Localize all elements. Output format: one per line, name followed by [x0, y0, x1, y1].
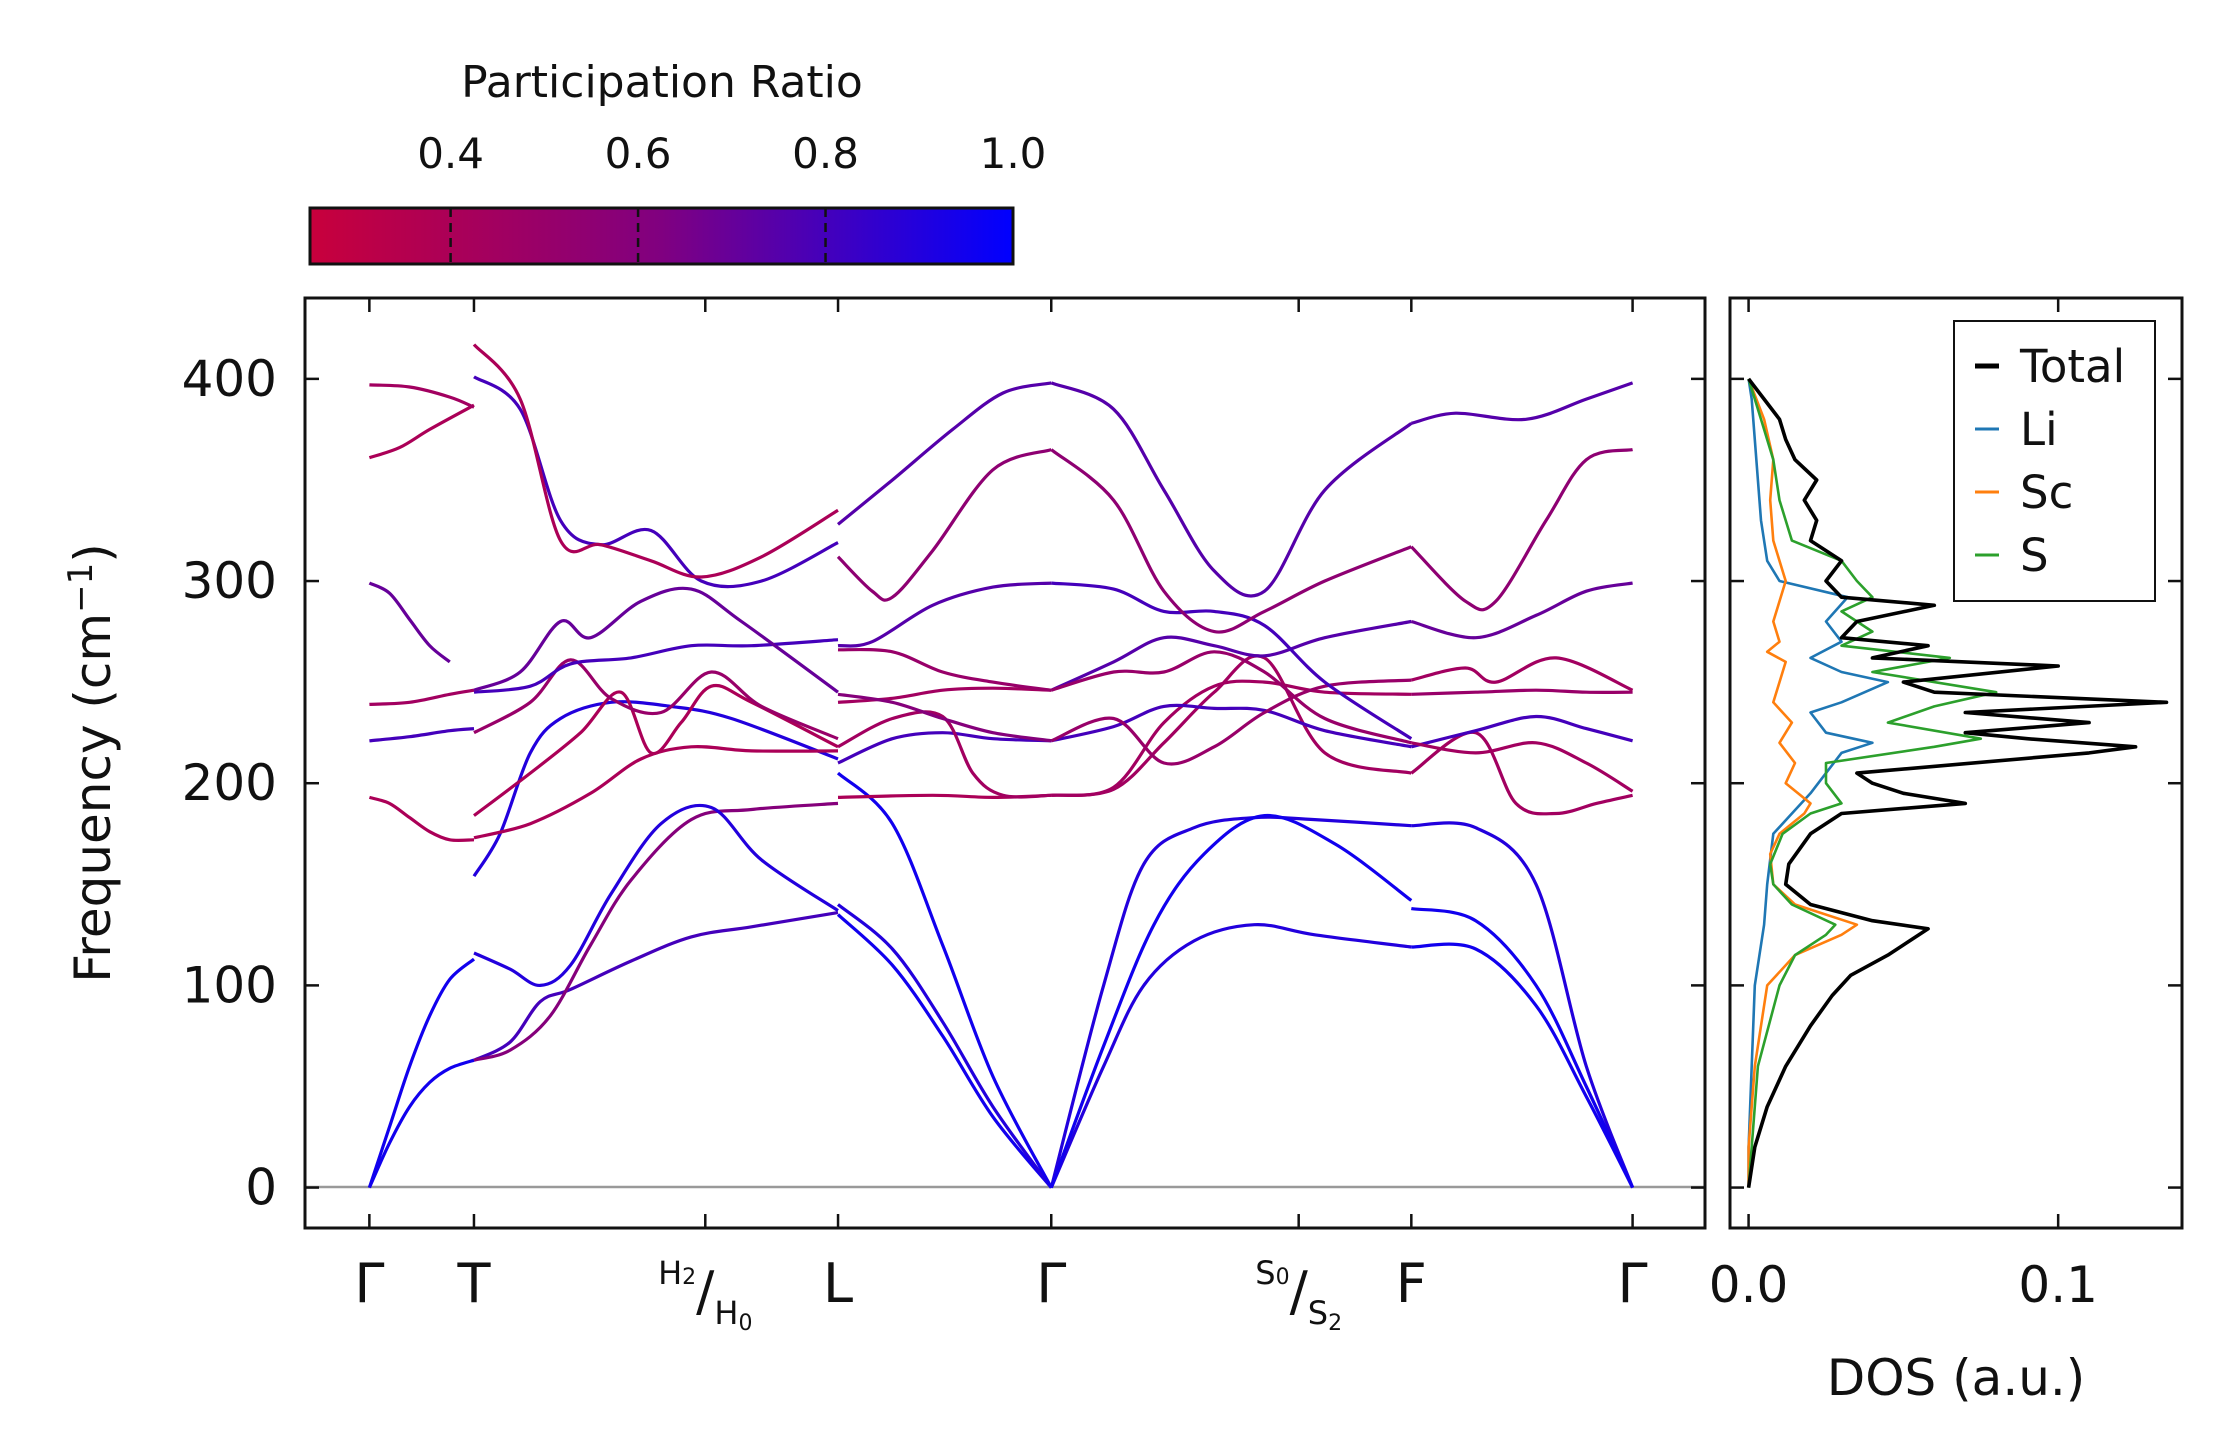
- colorbar-tick-label: 0.6: [605, 129, 672, 178]
- phonon-branch: [1410, 714, 1634, 749]
- phonon-branch: [1411, 942, 1635, 1189]
- dos-line-s: [1747, 378, 1998, 1188]
- phonon-branch: [1411, 907, 1635, 1189]
- phonon-branch: [473, 638, 839, 694]
- y-axis-label: Frequency (cm−1): [61, 543, 122, 983]
- phonon-branch: [472, 700, 839, 878]
- dos-x-tick-label: 0.0: [1709, 1256, 1789, 1314]
- k-point-label: Γ: [1618, 1252, 1648, 1315]
- colorbar: Participation Ratio 0.4 0.6 0.8 1.0: [308, 57, 1046, 266]
- phonon-branch: [368, 403, 475, 460]
- phonon-branch: [1050, 619, 1412, 692]
- phonon-branch: [837, 731, 1052, 765]
- phonon-branch: [836, 903, 1053, 1189]
- y-tick-label: 300: [182, 552, 277, 610]
- kpoint-ticks: Γ T H2/H0 L Γ S0/S2 F Γ: [354, 298, 1648, 1336]
- phonon-branch: [1410, 656, 1634, 692]
- colorbar-ticks: 0.4 0.6 0.8 1.0: [417, 129, 1046, 264]
- phonon-branch: [473, 683, 839, 817]
- colorbar-tick-label: 0.8: [792, 129, 859, 178]
- k-point-label: F: [1396, 1252, 1427, 1315]
- y-tick-label: 100: [182, 956, 277, 1014]
- dos-line-total: [1746, 377, 2169, 1188]
- phonon-branch: [1050, 703, 1412, 749]
- phonon-branches: [367, 343, 1635, 1189]
- phonon-branch: [1410, 581, 1633, 640]
- phonon-branch: [473, 803, 839, 987]
- phonon-branch: [1051, 654, 1412, 797]
- phonon-branch: [1411, 741, 1634, 793]
- phonon-branch: [1050, 381, 1413, 598]
- phonon-branch: [472, 343, 839, 579]
- dos-frame: [1728, 296, 2184, 1230]
- phonon-branch: [473, 375, 839, 589]
- phonon-branch: [367, 1058, 475, 1189]
- phonon-branch: [837, 710, 1052, 799]
- dos-axes: 0.0 0.1 DOS (a.u.) Total Li Sc S: [1709, 296, 2184, 1407]
- band-frame: [303, 296, 1707, 1230]
- dos-ticks: 0.0 0.1: [1709, 298, 2182, 1314]
- k-point-label: L: [823, 1252, 853, 1315]
- phonon-branch: [473, 586, 839, 694]
- phonon-branch: [1410, 381, 1634, 425]
- dos-line-li: [1747, 378, 1890, 1188]
- legend-label-sc: Sc: [2020, 466, 2073, 519]
- colorbar-tick-label: 0.4: [417, 129, 484, 178]
- y-tick-label: 400: [182, 350, 277, 408]
- phonon-branch: [369, 727, 475, 743]
- band-structure-axes: Γ T H2/H0 L Γ S0/S2 F Γ 0 100 200 300 400 Frequency…: [61, 296, 1707, 1336]
- phonon-branch: [836, 913, 1053, 1189]
- phonon-branch: [369, 688, 475, 706]
- phonon-branch: [837, 581, 1052, 648]
- k-point-label: T: [456, 1252, 491, 1315]
- y-tick-label: 0: [245, 1159, 277, 1217]
- phonon-branch: [1049, 923, 1412, 1189]
- phonon-branch: [837, 686, 1052, 704]
- legend-label-total: Total: [2019, 340, 2125, 393]
- legend: Total Li Sc S: [1953, 320, 2156, 602]
- phonon-branch: [1051, 679, 1412, 798]
- phonon-branch: [368, 581, 451, 664]
- dos-x-tick-label: 0.1: [2018, 1256, 2098, 1314]
- phonon-branch: [1049, 815, 1412, 1188]
- phonon-branch: [473, 658, 839, 741]
- colorbar-title: Participation Ratio: [461, 57, 863, 108]
- phonon-branch: [837, 647, 1052, 692]
- phonon-branch: [1050, 678, 1412, 766]
- phonon-branch: [1050, 650, 1412, 745]
- phonon-branch: [473, 801, 839, 1062]
- phonon-branch: [473, 744, 839, 840]
- phonon-branch: [1410, 448, 1633, 612]
- phonon-branch: [1411, 688, 1633, 696]
- phonon-branch: [368, 795, 475, 843]
- dos-series: [1746, 377, 2169, 1188]
- phonon-branch: [837, 692, 1052, 743]
- phonon-branch: [1049, 813, 1413, 1189]
- phonon-branch: [1411, 821, 1635, 1189]
- k-point-label: Γ: [1036, 1252, 1066, 1315]
- phonon-branch: [367, 957, 476, 1189]
- y-tick-label: 200: [182, 754, 277, 812]
- k-point-label: S0/S2: [1255, 1254, 1342, 1336]
- dos-line-sc: [1747, 378, 1859, 1188]
- k-point-label: H2/H0: [658, 1254, 752, 1336]
- colorbar-gradient: [308, 206, 1015, 266]
- phonon-branch: [1051, 581, 1413, 741]
- phonon-branch: [836, 771, 1053, 1189]
- legend-label-li: Li: [2020, 403, 2058, 456]
- x-axis-label: DOS (a.u.): [1827, 1349, 2086, 1407]
- y-ticks: 0 100 200 300 400: [182, 350, 1705, 1217]
- phonon-branch: [836, 448, 1052, 602]
- phonon-branch: [473, 911, 839, 1062]
- phonon-branch: [836, 381, 1052, 526]
- colorbar-tick-label: 1.0: [980, 129, 1047, 178]
- phonon-branch: [1050, 448, 1412, 634]
- legend-label-s: S: [2020, 529, 2049, 582]
- k-point-label: Γ: [354, 1252, 384, 1315]
- phonon-branch: [369, 383, 475, 409]
